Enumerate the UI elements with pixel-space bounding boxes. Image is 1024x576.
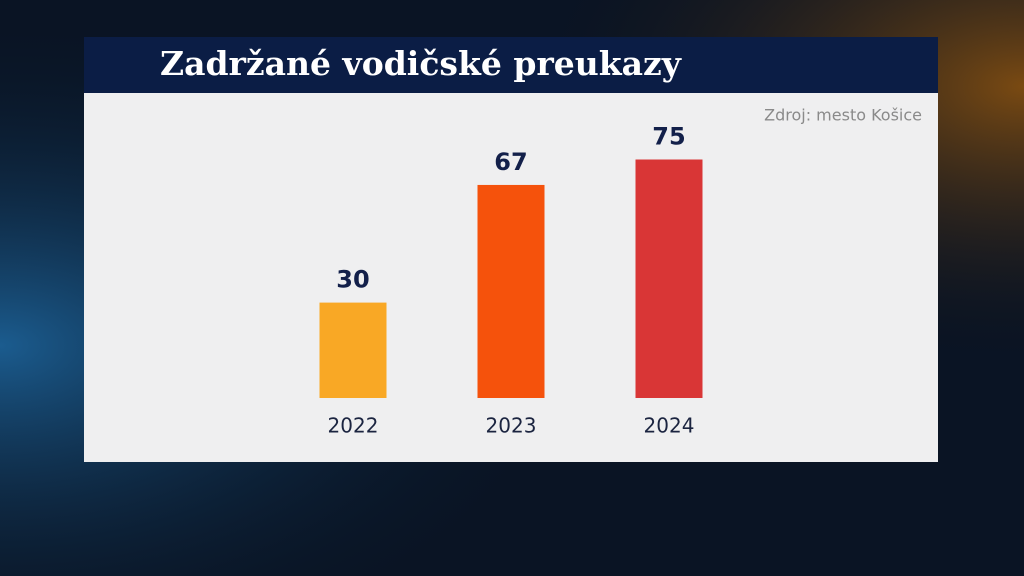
bar [319,302,387,398]
x-tick-label: 2024 [644,414,695,438]
bar [477,184,545,398]
header-bar [84,37,938,93]
x-tick-label: 2022 [328,414,379,438]
bar [635,159,703,398]
source: Zdroj: mesto Košice [764,106,922,125]
x-tick-label: 2023 [486,414,537,438]
value-label: 67 [494,148,527,176]
chart-title: Zadržané vodičské preukazy [160,44,682,83]
value-label: 75 [652,123,685,151]
value-label: 30 [336,266,369,294]
